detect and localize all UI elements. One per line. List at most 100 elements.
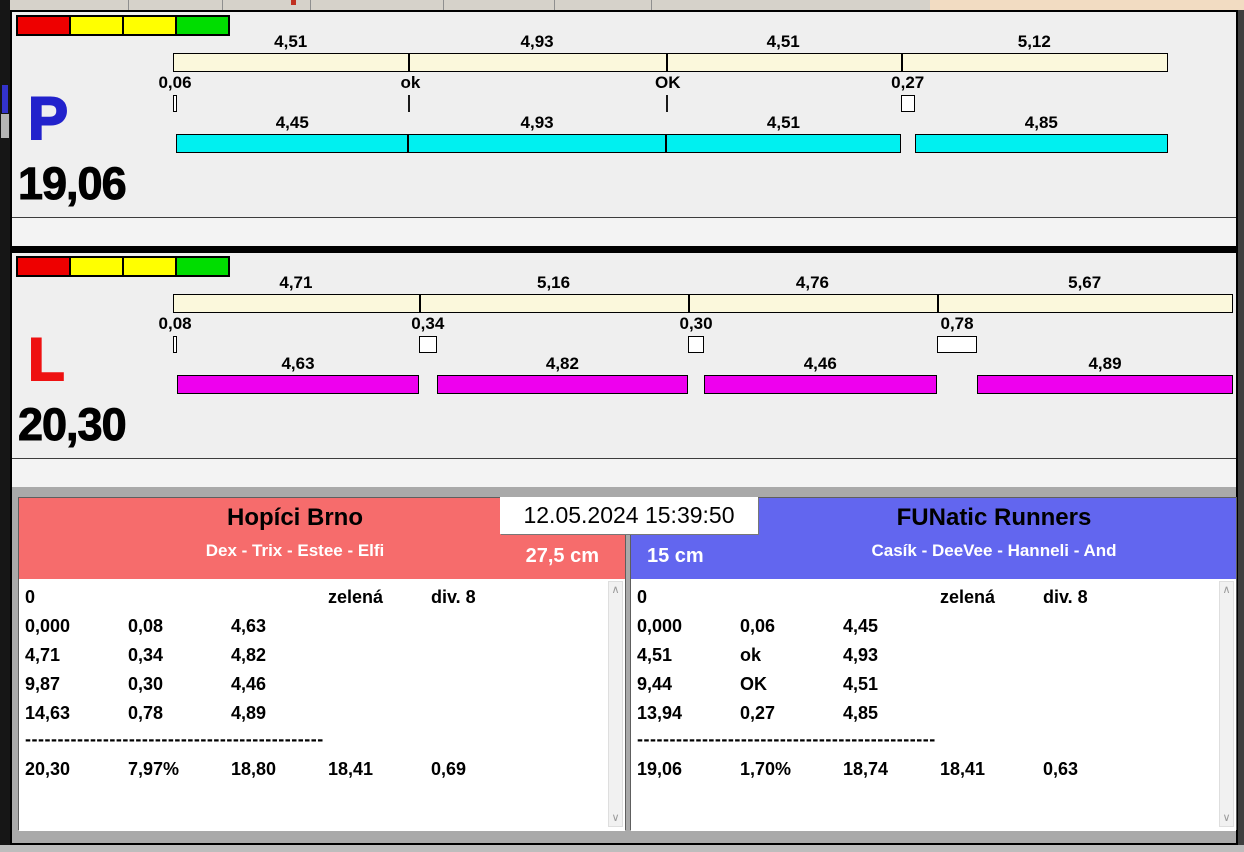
top-strip-divider	[128, 0, 129, 10]
table-cell: 0	[25, 587, 36, 607]
lane-footer-strip	[12, 217, 1236, 246]
split-tick	[408, 54, 411, 71]
run-time-label: 4,89	[1088, 354, 1122, 373]
split-time-label: 5,16	[536, 273, 571, 292]
run-bar-segment	[665, 134, 902, 153]
run-bar-segment	[914, 134, 1168, 153]
table-cell: 4,45	[843, 616, 879, 636]
split-time-label: 5,12	[1017, 32, 1051, 51]
start-light-box	[122, 256, 177, 277]
table-cell: 0,08	[128, 616, 164, 636]
start-light-box	[69, 15, 124, 36]
table-cell: 18,80	[231, 759, 277, 779]
table-cell: 0,27	[740, 703, 776, 723]
table-cell: 19,06	[637, 759, 683, 779]
run-time-label: 4,85	[1024, 113, 1058, 132]
table-cell	[940, 674, 1043, 698]
team-panel-left: Hopíci Brno Dex - Trix - Estee - Elfi 27,5…	[18, 497, 626, 831]
table-cell: 0,69	[431, 759, 467, 779]
table-cell	[328, 616, 431, 640]
run-time-label: 4,51	[766, 113, 801, 132]
table-cell: 4,82	[231, 645, 267, 665]
table-cell: 4,89	[231, 703, 267, 723]
table-cell	[940, 616, 1043, 640]
gap-label: 0,34	[411, 314, 445, 333]
table-cell	[328, 674, 431, 698]
table-cell: 13,94	[637, 703, 683, 723]
table-cell: div. 8	[431, 587, 476, 607]
vertical-scrollbar[interactable]: ∧ ∨	[608, 581, 623, 827]
split-time-bar	[173, 53, 1168, 72]
table-cell: 18,74	[843, 759, 889, 779]
results-section: Hopíci Brno Dex - Trix - Estee - Elfi 27,5…	[12, 487, 1237, 843]
run-bar-segment	[436, 375, 689, 394]
table-row: 9,87 0,30 4,46	[25, 674, 431, 698]
table-row: 0,000 0,08 4,63	[25, 616, 431, 640]
table-row: 0 zelená div. 8	[25, 587, 476, 611]
table-cell: 4,85	[843, 703, 879, 723]
start-light-box	[69, 256, 124, 277]
table-cell: 0,06	[740, 616, 776, 636]
table-cell: zelená	[328, 587, 384, 607]
table-cell	[940, 703, 1043, 727]
top-strip-divider	[443, 0, 444, 10]
jump-height-badge: 27,5 cm	[525, 545, 599, 567]
top-strip-divider	[554, 0, 555, 10]
table-cell: zelená	[940, 587, 996, 607]
lane-letter: L	[27, 326, 66, 393]
split-time-label: 5,67	[1068, 273, 1102, 292]
team-members: Dex - Trix - Estee - Elfi	[205, 541, 385, 560]
start-light-box	[122, 15, 177, 36]
gap-marker-box	[900, 95, 915, 112]
left-edge-strip	[0, 0, 10, 852]
scroll-up-button[interactable]: ∧	[1222, 584, 1231, 596]
split-time-label: 4,71	[279, 273, 313, 292]
start-light-box	[175, 256, 230, 277]
scroll-up-button[interactable]: ∧	[611, 584, 620, 596]
top-strip-divider	[222, 0, 223, 10]
start-light-box	[16, 15, 71, 36]
vertical-scrollbar[interactable]: ∧ ∨	[1219, 581, 1234, 827]
table-separator: ----------------------------------------…	[637, 729, 936, 749]
team-name: FUNatic Runners	[896, 504, 1092, 531]
left-scrollbar-thumb[interactable]	[1, 114, 9, 138]
table-row: 14,63 0,78 4,89	[25, 703, 431, 727]
split-tick	[418, 295, 421, 312]
main-area: P 4,51 0,06 4,45 4,93 ok 4,93 4,51 OK 4,51 5,12 0,2…	[10, 10, 1238, 845]
gap-label: ok	[400, 73, 421, 92]
run-bar-segment	[176, 134, 409, 153]
table-cell	[740, 587, 843, 611]
top-strip-divider	[651, 0, 652, 10]
run-bar-segment	[408, 134, 666, 153]
team-header: Hopíci Brno Dex - Trix - Estee - Elfi 27,5…	[19, 498, 625, 579]
team-header-text: Hopíci Brno Dex - Trix - Estee - Elfi	[55, 504, 535, 561]
run-bar-segment	[177, 375, 419, 394]
team-name: Hopíci Brno	[227, 504, 363, 531]
table-cell: OK	[740, 674, 767, 694]
table-cell: 0,000	[25, 616, 71, 636]
split-time-label: 4,51	[766, 32, 800, 51]
summary-row: 20,30 7,97% 18,80 18,41 0,69	[25, 759, 466, 783]
top-strip-red-mark	[291, 0, 296, 5]
jump-height-badge: 15 cm	[647, 545, 704, 567]
gap-marker-box	[173, 95, 177, 112]
timestamp: 12.05.2024 15:39:50	[500, 497, 758, 534]
lane-footer-strip	[12, 458, 1236, 487]
lane-p-section: P 4,51 0,06 4,45 4,93 ok 4,93 4,51 OK 4,51 5,12 0,2…	[12, 12, 1236, 246]
team-members: Casík - DeeVee - Hanneli - And	[871, 541, 1117, 560]
table-row: 0,000 0,06 4,45	[637, 616, 1043, 640]
run-time-label: 4,82	[545, 354, 579, 373]
run-time-label: 4,46	[803, 354, 837, 373]
split-time-label: 4,93	[520, 32, 554, 51]
run-bar-segment	[703, 375, 937, 394]
gap-label: 0,78	[940, 314, 974, 333]
scroll-down-button[interactable]: ∨	[1222, 812, 1231, 824]
run-time-label: 4,93	[520, 113, 554, 132]
gap-label: 0,08	[158, 314, 192, 333]
scroll-down-button[interactable]: ∨	[611, 812, 620, 824]
summary-row: 19,06 1,70% 18,74 18,41 0,63	[637, 759, 1078, 783]
top-strip-divider	[310, 0, 311, 10]
team-results-table: 0 zelená div. 8 0,000 0,08 4,63 4,71 0,34 4,82 9,…	[19, 579, 625, 831]
table-cell	[128, 587, 231, 611]
table-cell	[231, 587, 328, 611]
